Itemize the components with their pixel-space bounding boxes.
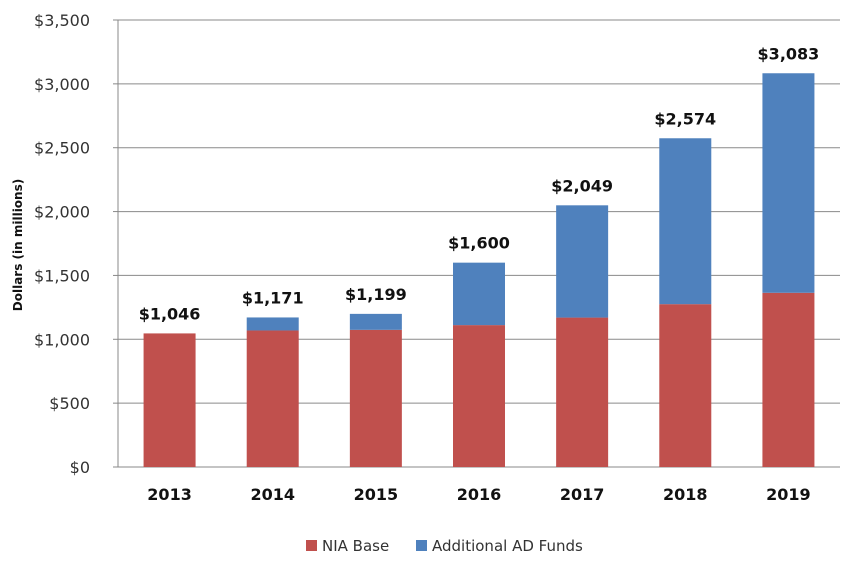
bar-nia-base-2013 (143, 333, 196, 467)
bar-nia-base-2014 (246, 330, 299, 467)
total-label-2013: $1,046 (139, 304, 201, 323)
y-tick-label: $500 (49, 394, 90, 413)
bars (143, 73, 815, 467)
data-labels: $1,046 $1,171 $1,199 $1,600 $2,049 $2,574 $3,0… (139, 44, 820, 323)
legend-label-additional-ad-funds: Additional AD Funds (432, 537, 583, 555)
bar-additional-ad-funds-2018 (659, 138, 712, 305)
total-label-2019: $3,083 (758, 44, 820, 63)
bar-additional-ad-funds-2015 (349, 313, 402, 330)
x-tick-label: 2019 (766, 485, 811, 504)
bar-nia-base-2016 (453, 325, 505, 467)
bar-additional-ad-funds-2019 (762, 73, 815, 293)
y-axis-ticks: $0 $500 $1,000 $1,500 $2,000 $2,500 $3,000 $3,5… (34, 11, 118, 477)
x-axis-ticks: 2013 2014 2015 2016 2017 2018 2019 (147, 485, 810, 504)
bar-nia-base-2018 (659, 304, 712, 467)
y-tick-label: $1,000 (34, 330, 90, 349)
legend-swatch-nia-base (306, 540, 317, 551)
x-tick-label: 2014 (250, 485, 295, 504)
y-tick-label: $2,000 (34, 203, 90, 222)
y-tick-label: $3,000 (34, 75, 90, 94)
x-tick-label: 2015 (354, 485, 399, 504)
legend-swatch-additional-ad-funds (416, 540, 427, 551)
x-tick-label: 2016 (457, 485, 502, 504)
gridlines (117, 19, 840, 468)
total-label-2016: $1,600 (448, 234, 510, 253)
x-tick-label: 2018 (663, 485, 708, 504)
y-tick-label: $1,500 (34, 266, 90, 285)
total-label-2018: $2,574 (654, 109, 716, 128)
total-label-2014: $1,171 (242, 288, 304, 307)
bar-additional-ad-funds-2016 (453, 262, 505, 326)
y-axis-label: Dollars (in millions) (11, 179, 25, 311)
y-tick-label: $3,500 (34, 11, 90, 30)
x-tick-label: 2013 (147, 485, 192, 504)
total-label-2017: $2,049 (551, 176, 613, 195)
bar-additional-ad-funds-2017 (556, 205, 609, 318)
legend-label-nia-base: NIA Base (322, 537, 389, 555)
bar-nia-base-2019 (762, 292, 815, 467)
total-label-2015: $1,199 (345, 285, 407, 304)
legend: NIA Base Additional AD Funds (306, 537, 583, 555)
bar-nia-base-2017 (556, 317, 609, 467)
x-tick-label: 2017 (560, 485, 605, 504)
y-tick-label: $0 (70, 458, 90, 477)
y-tick-label: $2,500 (34, 139, 90, 158)
bar-additional-ad-funds-2014 (246, 317, 299, 331)
bar-nia-base-2015 (349, 329, 402, 467)
